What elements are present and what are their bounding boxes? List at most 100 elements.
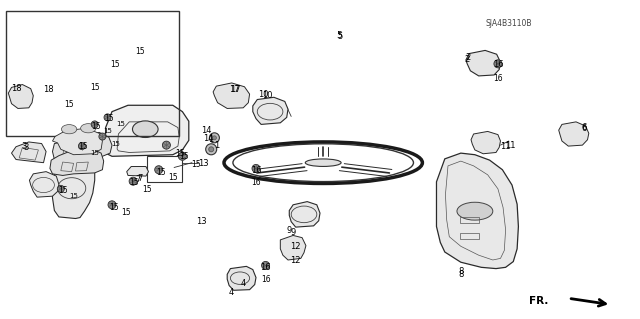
Text: 15: 15 [69,193,78,199]
Text: 4: 4 [229,288,234,297]
Text: 4: 4 [241,279,246,288]
Text: 15: 15 [78,142,88,151]
Circle shape [92,121,98,128]
Polygon shape [559,122,589,146]
Text: 15: 15 [64,100,74,109]
Text: 7: 7 [137,174,142,183]
Text: 15: 15 [111,141,120,146]
Polygon shape [289,202,320,227]
Text: 13: 13 [196,217,207,226]
Text: 15: 15 [142,185,152,194]
Polygon shape [227,266,256,290]
Text: 12: 12 [291,242,301,251]
Text: 15: 15 [110,60,120,69]
Bar [6,11,179,136]
Polygon shape [52,132,112,160]
Text: 15: 15 [179,152,189,161]
Circle shape [209,147,214,152]
Text: 16: 16 [251,166,261,175]
Circle shape [252,164,260,173]
Circle shape [104,114,111,121]
Polygon shape [29,172,59,197]
Circle shape [99,133,106,140]
Text: 15: 15 [134,47,145,56]
Text: 1: 1 [214,141,219,150]
Circle shape [163,141,170,149]
Circle shape [129,177,137,185]
Text: 15: 15 [109,203,119,212]
Text: 16: 16 [260,263,271,272]
Polygon shape [471,131,500,154]
Text: 6: 6 [581,124,586,133]
Text: 15: 15 [103,129,112,134]
Text: 15: 15 [91,122,101,130]
Ellipse shape [457,202,493,220]
Text: 13: 13 [198,159,209,168]
Text: 7: 7 [135,175,140,184]
Text: 12: 12 [291,256,301,265]
Text: 1: 1 [209,135,214,144]
Text: 14: 14 [204,134,214,143]
Text: 9: 9 [291,228,296,237]
Bar [460,233,479,239]
Text: 10: 10 [262,91,273,100]
Circle shape [494,60,502,68]
Polygon shape [106,105,189,156]
Circle shape [212,136,216,140]
Text: 10: 10 [259,90,269,99]
Text: 15: 15 [129,178,140,187]
Text: 14: 14 [201,126,211,135]
Text: 8: 8 [458,267,463,276]
Circle shape [79,143,85,150]
Bar [460,217,479,223]
Polygon shape [466,50,500,76]
Text: 2: 2 [466,53,471,62]
Text: 18: 18 [11,84,21,93]
Circle shape [209,133,220,143]
Ellipse shape [132,121,158,137]
Ellipse shape [305,159,341,167]
Circle shape [58,185,64,192]
Text: 15: 15 [191,160,202,169]
Text: 5: 5 [337,31,342,40]
Text: 15: 15 [156,168,166,177]
Text: 11: 11 [506,141,516,150]
Polygon shape [50,148,104,175]
Text: 16: 16 [493,74,503,83]
Text: 3: 3 [23,143,28,152]
Text: FR.: FR. [529,296,548,307]
Circle shape [179,152,186,160]
Text: 17: 17 [230,85,241,94]
Circle shape [262,261,269,270]
Text: 8: 8 [458,270,463,279]
Text: 18: 18 [43,85,53,94]
Text: 17: 17 [230,85,240,94]
Text: 16: 16 [493,60,503,69]
Text: 15: 15 [104,114,114,123]
Text: 6: 6 [581,123,586,132]
Polygon shape [280,235,306,260]
Circle shape [155,166,163,174]
Text: 2: 2 [465,55,470,63]
Text: 16: 16 [251,178,261,187]
Text: 5: 5 [338,32,343,41]
Text: 16: 16 [260,275,271,284]
Text: 15: 15 [168,173,178,182]
Polygon shape [12,142,46,163]
Bar [147,156,182,182]
Polygon shape [436,153,518,269]
Text: 15: 15 [90,83,100,92]
Text: 3: 3 [22,142,27,151]
Polygon shape [52,128,102,155]
Polygon shape [213,83,250,108]
Text: 15: 15 [90,150,99,156]
Text: 15: 15 [175,149,186,158]
Polygon shape [127,167,148,176]
Text: 15: 15 [58,186,68,195]
Polygon shape [8,85,33,108]
Text: 9: 9 [287,226,292,235]
Circle shape [205,144,217,155]
Ellipse shape [81,124,96,133]
Text: SJA4B3110B: SJA4B3110B [486,19,532,28]
Polygon shape [253,97,288,124]
